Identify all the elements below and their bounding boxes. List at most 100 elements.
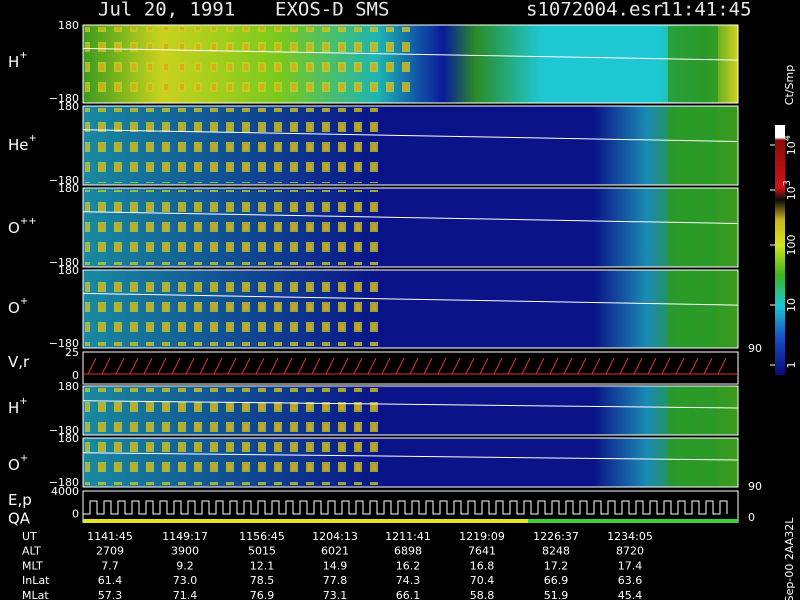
panel-texture [85, 440, 380, 485]
tick-right: 90 [748, 480, 762, 493]
panel-label-sup: + [20, 453, 28, 464]
footer-cell: 70.4 [470, 574, 495, 587]
colorbar-label-base: 10 [785, 298, 798, 312]
header-time: 11:41:45 [660, 0, 752, 21]
header-instrument: EXOS-D SMS [275, 0, 389, 21]
tick-bottom: 0 [72, 508, 79, 521]
qa-bar-yellow [83, 519, 528, 523]
colorbar-label: 1 [785, 362, 798, 369]
footer-cell: 58.8 [470, 589, 495, 600]
panel-label-sup: + [20, 296, 28, 307]
panel [82, 351, 739, 385]
trace [82, 400, 739, 409]
panel-label-2: QA [8, 510, 31, 528]
tick-bottom: −180 [49, 337, 79, 350]
tick-top: 25 [65, 346, 79, 359]
footer-cell: 1141:45 [87, 530, 133, 543]
panel-texture-right [668, 107, 718, 184]
footer-cell: 66.9 [544, 574, 569, 587]
panel-label-text: He [8, 136, 29, 154]
footer-row-label: MLat [22, 589, 49, 600]
footer-cell: 73.1 [323, 589, 348, 600]
panel-label: H+ [8, 50, 28, 71]
panel-texture-right [668, 26, 718, 102]
footer-cell: 5015 [248, 545, 276, 558]
panel-label-text: O [8, 456, 20, 474]
qa-bar-green [528, 519, 738, 523]
trace [82, 47, 739, 61]
panel-label: O+ [8, 453, 28, 474]
trace [82, 129, 739, 143]
tick-top: 180 [58, 380, 79, 393]
panel-texture-right [668, 189, 718, 266]
tick-top: 180 [58, 264, 79, 277]
footer-cell: 8720 [616, 545, 644, 558]
footer-row-label: UT [22, 530, 37, 543]
panel-texture-right [668, 387, 718, 434]
footer-cell: 73.0 [173, 574, 198, 587]
panel-texture-right [668, 439, 718, 486]
colorbar-label-base: 10 [785, 186, 798, 200]
panel-label-sup: ++ [20, 216, 37, 227]
footer-cell: 78.5 [250, 574, 275, 587]
header-file: s1072004.esr [526, 0, 663, 21]
colorbar-label: 104 [782, 135, 798, 155]
panel-label-text: O [8, 299, 20, 317]
panel-label: V,r [8, 353, 30, 371]
tick-bottom: −180 [49, 174, 79, 187]
panel-label-text: H [8, 53, 19, 71]
footer-cell: 45.4 [618, 589, 643, 600]
footer-cell: 57.3 [98, 589, 123, 600]
footer-cell: 6898 [394, 545, 422, 558]
colorbar [775, 125, 785, 375]
footer-cell: 74.3 [396, 574, 421, 587]
panel-texture [85, 272, 380, 346]
footer-cell: 61.4 [98, 574, 123, 587]
panel-label-text: V,r [8, 353, 30, 371]
footer-cell: 1149:17 [162, 530, 208, 543]
tick-top: 180 [58, 182, 79, 195]
footer-cell: 77.8 [323, 574, 348, 587]
footer-cell: 17.2 [544, 559, 569, 572]
footer-row-label: MLT [22, 559, 43, 572]
footer-cell: 16.8 [470, 559, 495, 572]
colorbar-label-exp: 3 [782, 180, 793, 186]
footer-cell: 51.9 [544, 589, 569, 600]
tick-top: 180 [58, 432, 79, 445]
footer-cell: 3900 [171, 545, 199, 558]
panel-label-text: O [8, 219, 20, 237]
colorbar-title: Ct/Smp [783, 65, 796, 105]
footer-cell: 66.1 [396, 589, 421, 600]
colorbar-label-base: 100 [785, 235, 798, 256]
colorbar-label-base: 10 [785, 141, 798, 155]
footer-cell: 16.2 [396, 559, 421, 572]
footer-cell: 1156:45 [239, 530, 285, 543]
velocity-trace [87, 357, 727, 375]
tick-bottom: −180 [49, 256, 79, 269]
panel-label: O++ [8, 216, 37, 237]
colorbar-label-exp: 4 [782, 135, 793, 141]
colorbar-label: 103 [782, 180, 798, 200]
footer-cell: 71.4 [173, 589, 198, 600]
tick-bottom: 0 [72, 369, 79, 382]
footer-cell: 7641 [468, 545, 496, 558]
panel-label-text: E,p [8, 491, 32, 509]
footer-cell: 1211:41 [385, 530, 431, 543]
footer-cell: 76.9 [250, 589, 275, 600]
panel-label: E,p [8, 491, 32, 509]
footer-cell: 12.1 [250, 559, 275, 572]
footer-cell: 1226:37 [533, 530, 579, 543]
tick-top: 180 [58, 100, 79, 113]
footer-cell: 63.6 [618, 574, 643, 587]
header-date: Jul 20, 1991 [98, 0, 235, 21]
colorbar-label: 10 [785, 298, 798, 312]
panel-texture [85, 27, 413, 101]
footer-cell: 14.9 [323, 559, 348, 572]
tick-right: 90 [748, 342, 762, 355]
footer-cell: 1219:09 [459, 530, 505, 543]
tick-bottom: −180 [49, 476, 79, 489]
panel-texture [85, 108, 380, 183]
footer-cell: 1204:13 [312, 530, 358, 543]
panel-label: H+ [8, 396, 28, 417]
